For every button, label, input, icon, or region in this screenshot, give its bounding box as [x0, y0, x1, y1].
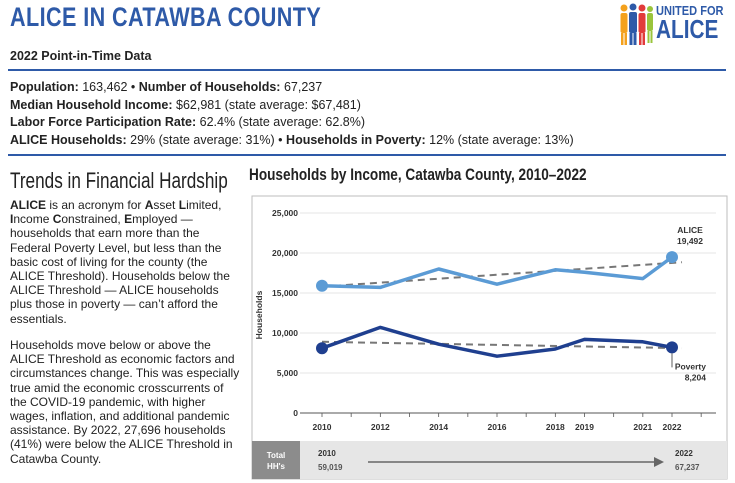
poverty-end-point — [666, 341, 678, 354]
alice-term: ALICE — [10, 198, 46, 212]
text-run: onstrained, — [61, 212, 125, 227]
paragraph-threshold-changes: Households move below or above the ALICE… — [10, 338, 240, 466]
stats-divider — [8, 154, 726, 156]
bullet: • — [278, 132, 283, 147]
x-tick-label: 2016 — [488, 422, 507, 432]
text-run: sset — [153, 198, 179, 212]
x-tick-label: 2012 — [371, 422, 390, 432]
total-hh-arrowhead — [654, 457, 664, 467]
header-divider — [8, 69, 726, 71]
y-tick-label: 5,000 — [277, 368, 299, 378]
stats-block: Population: 163,462 • Number of Househol… — [10, 79, 574, 149]
alice-end-value: 19,492 — [677, 236, 703, 246]
alice-end-label: ALICE — [677, 225, 703, 235]
united-for-alice-logo: UNITED FOR ALICE — [618, 3, 728, 47]
poverty-trend-line — [321, 340, 683, 350]
x-tick-label: 2022 — [663, 422, 682, 432]
income-value: $62,981 (state average: $67,481) — [176, 97, 361, 112]
alice-trend-line — [321, 261, 683, 288]
text-run: E — [124, 212, 133, 227]
total-hh-start-year: 2010 — [318, 449, 336, 458]
text-run: C — [52, 212, 62, 227]
poverty-households-value: 12% (state average: 13%) — [429, 132, 574, 147]
paragraph-alice-definition: ALICE is an acronym for Asset Limited, I… — [10, 198, 242, 326]
x-tick-label: 2019 — [575, 422, 594, 432]
population-label: Population: — [10, 80, 79, 94]
lfpr-value: 62.4% (state average: 62.8%) — [199, 115, 366, 129]
chart-frame — [251, 195, 728, 480]
poverty-end-label: Poverty — [675, 361, 706, 371]
poverty-households-label: Households in Poverty: — [286, 132, 426, 147]
population-value: 163,462 — [82, 80, 128, 94]
lfpr-label: Labor Force Participation Rate: — [10, 115, 197, 129]
total-hh-end-year: 2022 — [675, 449, 693, 458]
alice-start-point — [316, 279, 328, 292]
text-run: I — [10, 212, 14, 227]
text-run: A — [144, 198, 154, 212]
stats-line-1: Population: 163,462 • Number of Househol… — [10, 79, 574, 97]
households-label: Number of Households: — [138, 80, 281, 94]
poverty-start-point — [316, 342, 328, 355]
people-icon — [620, 3, 653, 45]
stats-line-4: ALICE Households: 29% (state average: 31… — [10, 132, 574, 150]
poverty-series-line — [321, 325, 673, 358]
bullet: • — [130, 80, 136, 94]
total-hh-band — [252, 441, 727, 479]
page-title: ALICE IN CATAWBA COUNTY — [10, 2, 322, 32]
text-run: ncome — [13, 212, 53, 227]
section-title: Trends in Financial Hardship — [10, 168, 228, 193]
text-run: is an acronym for — [46, 198, 145, 212]
logo-text-united: UNITED FOR — [656, 3, 724, 18]
alice-series-line — [321, 255, 674, 290]
income-label: Median Household Income: — [10, 97, 173, 112]
logo-text-alice: ALICE — [656, 14, 719, 44]
x-tick-label: 2014 — [429, 422, 448, 432]
alice-households-value: 29% (state average: 31%) — [130, 132, 275, 147]
poverty-end-value: 8,204 — [685, 372, 707, 382]
alice-households-label: ALICE Households: — [10, 132, 127, 147]
y-axis-label: Households — [254, 290, 264, 339]
total-hh-label-box — [252, 441, 300, 479]
text-run: imited, — [186, 198, 222, 212]
total-hh-label-2: HH's — [267, 462, 285, 471]
alice-end-point — [666, 251, 678, 264]
total-hh-start-value: 59,019 — [318, 463, 343, 472]
stats-line-3: Labor Force Participation Rate: 62.4% (s… — [10, 114, 574, 132]
text-run: L — [178, 198, 187, 212]
y-tick-label: 20,000 — [272, 248, 298, 258]
y-tick-label: 0 — [293, 408, 298, 418]
total-hh-label-1: Total — [267, 451, 286, 460]
x-tick-label: 2010 — [313, 422, 332, 432]
total-hh-end-value: 67,237 — [675, 463, 700, 472]
households-value: 67,237 — [283, 80, 323, 94]
y-tick-label: 10,000 — [272, 328, 298, 338]
stats-line-2: Median Household Income: $62,981 (state … — [10, 97, 574, 115]
chart-title: Households by Income, Catawba County, 20… — [249, 165, 587, 184]
text-run: mployed — households that earn more than… — [10, 212, 230, 326]
y-tick-label: 15,000 — [272, 288, 298, 298]
x-tick-label: 2018 — [546, 422, 565, 432]
y-tick-label: 25,000 — [272, 208, 298, 218]
page-subtitle: 2022 Point-in-Time Data — [10, 49, 152, 63]
x-tick-label: 2021 — [633, 422, 652, 432]
